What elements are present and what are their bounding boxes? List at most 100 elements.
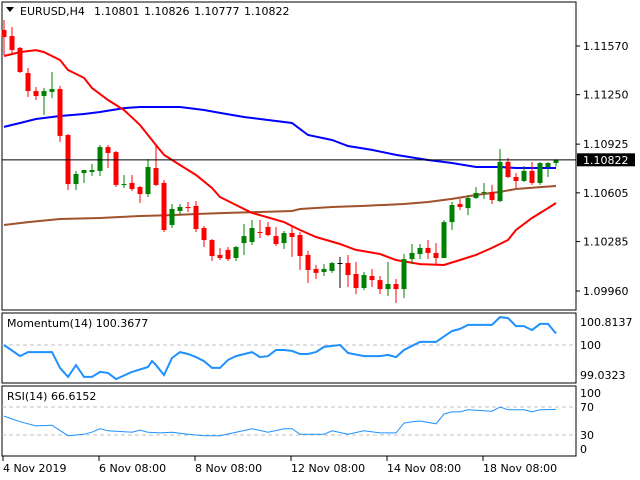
candle xyxy=(65,133,71,190)
candle-body xyxy=(177,207,183,211)
candle-body xyxy=(209,240,215,257)
candle xyxy=(57,85,63,143)
candle-body xyxy=(313,268,319,273)
candle-body xyxy=(369,275,375,281)
candle xyxy=(329,261,335,273)
ma-mid-line xyxy=(3,106,556,169)
momentum-axis-100: 100 xyxy=(580,339,601,352)
candle xyxy=(473,187,479,199)
candle-body xyxy=(345,263,351,276)
price-axis-label: 1.10925 xyxy=(583,138,629,151)
candle-body xyxy=(441,222,447,258)
rsi-axis-30: 30 xyxy=(580,429,594,442)
candle-body xyxy=(433,252,439,258)
candle xyxy=(257,219,263,239)
momentum-line xyxy=(3,316,557,381)
candle-body xyxy=(465,198,471,209)
candle-body xyxy=(361,275,367,288)
candle xyxy=(489,184,495,204)
candle-body xyxy=(97,147,103,171)
candle xyxy=(481,182,487,199)
candles xyxy=(1,19,559,304)
candle xyxy=(113,150,119,188)
candle xyxy=(305,250,311,283)
candle xyxy=(321,264,327,276)
candle xyxy=(97,145,103,176)
candle xyxy=(433,243,439,265)
candle-body xyxy=(73,173,79,185)
current-price-label: 1.10822 xyxy=(583,154,629,167)
candle-body xyxy=(505,161,511,178)
candle-body xyxy=(529,170,535,183)
candle xyxy=(521,166,527,183)
candle xyxy=(417,243,423,260)
candle-body xyxy=(553,159,559,164)
candle xyxy=(369,268,375,288)
candle-body xyxy=(145,166,151,195)
candle-body xyxy=(513,177,519,181)
candle xyxy=(81,170,87,183)
candle-body xyxy=(17,47,23,72)
candle xyxy=(17,47,23,74)
candle-body xyxy=(153,168,159,185)
candle xyxy=(401,254,407,299)
candle-body xyxy=(377,280,383,290)
candle-body xyxy=(353,273,359,288)
candle xyxy=(145,159,151,197)
candle xyxy=(393,278,399,304)
candle xyxy=(353,261,359,295)
candle-body xyxy=(337,263,343,265)
candle-body xyxy=(57,89,63,136)
momentum-title: Momentum(14) 100.3677 xyxy=(7,317,148,330)
candle xyxy=(169,203,175,229)
candle xyxy=(377,275,383,295)
candle-body xyxy=(105,147,111,153)
rsi-panel-frame xyxy=(1,385,577,457)
rsi-axis-0: 0 xyxy=(580,443,587,456)
dropdown-triangle-icon[interactable] xyxy=(6,7,14,12)
candle-body xyxy=(497,161,503,202)
candle xyxy=(121,175,127,188)
candle xyxy=(161,179,167,232)
candle-body xyxy=(521,170,527,181)
time-axis-label: 14 Nov 08:00 xyxy=(387,462,461,475)
candle xyxy=(137,185,143,204)
candle-body xyxy=(385,284,391,290)
candle xyxy=(249,219,255,246)
rsi-line xyxy=(3,406,557,437)
candle xyxy=(273,226,279,246)
candle xyxy=(545,161,551,178)
candle-body xyxy=(41,91,47,97)
candle-body xyxy=(185,207,191,209)
time-axis-label: 18 Nov 08:00 xyxy=(483,462,557,475)
candle-body xyxy=(113,152,119,185)
candle-body xyxy=(161,182,167,230)
candle-body xyxy=(297,235,303,257)
candle xyxy=(465,194,471,216)
candle-body xyxy=(193,205,199,230)
candle-body xyxy=(9,36,15,51)
candle-body xyxy=(129,182,135,190)
candle xyxy=(49,71,55,99)
candle-body xyxy=(121,184,127,186)
candle xyxy=(457,198,463,211)
candle-body xyxy=(81,170,87,174)
candle xyxy=(289,226,295,257)
price-axis-label: 1.11570 xyxy=(583,40,629,53)
low-value: 1.10777 xyxy=(194,5,240,18)
candle-body xyxy=(545,163,551,167)
candle xyxy=(33,87,39,100)
candle xyxy=(209,238,215,262)
candle xyxy=(225,247,231,262)
time-axis: 4 Nov 2019 6 Nov 08:00 8 Nov 08:00 12 Nov 0… xyxy=(2,456,557,475)
candle-body xyxy=(225,249,231,260)
candle-body xyxy=(257,231,263,234)
candle-body xyxy=(489,191,495,200)
momentum-axis-max: 100.8137 xyxy=(580,316,633,329)
candle xyxy=(345,254,351,288)
candle xyxy=(105,145,111,169)
time-axis-label: 4 Nov 2019 xyxy=(3,462,66,475)
candle xyxy=(449,201,455,230)
price-axis-label: 1.10285 xyxy=(583,236,629,249)
